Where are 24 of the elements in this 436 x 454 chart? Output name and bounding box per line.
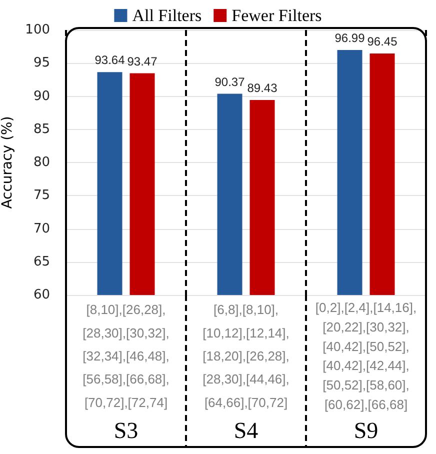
y-tick-label: 90 [33, 88, 50, 104]
legend-label: Fewer Filters [232, 6, 322, 25]
text: [6,8],[8,10],[10,12],[12,14],[18,20],[26,28],[28,30],[44,46],[64,66],[70,72] [202, 302, 290, 410]
y-tick-label: 75 [33, 188, 50, 204]
text: [0,2],[2,4],[14,16],[20,22],[30,32],[40,42],[50,52],[40,42],[42,44],[50,52],[58,60],[60,62],[66,68] [315, 300, 417, 412]
y-tick-label: 80 [33, 155, 50, 170]
y-tick-label: 60 [33, 288, 50, 302]
text: [8,10],[26,28],[28,30],[30,32],[32,34],[46,48],[56,58],[66,68],[70,72],[72,74] [82, 302, 170, 410]
data-label: 96.99 [334, 30, 366, 45]
y-tick-label: 65 [33, 254, 50, 270]
y-tick-label: 70 [33, 221, 50, 236]
data-label: 93.47 [127, 54, 158, 68]
data-label: 90.37 [214, 74, 246, 89]
x-tick-label: S9 [354, 418, 378, 443]
data-label: 89.43 [247, 81, 278, 96]
x-tick-label: S3 [114, 418, 138, 443]
data-label: 93.64 [94, 53, 126, 68]
y-tick-label: 100 [25, 22, 50, 38]
y-tick-label: 85 [33, 122, 50, 137]
y-axis-title: Accuracy (%) [0, 116, 16, 209]
data-label: 96.45 [367, 34, 398, 49]
legend-label: All Filters [132, 6, 202, 25]
y-tick-label: 95 [33, 56, 50, 71]
x-tick-label: S4 [234, 418, 259, 443]
